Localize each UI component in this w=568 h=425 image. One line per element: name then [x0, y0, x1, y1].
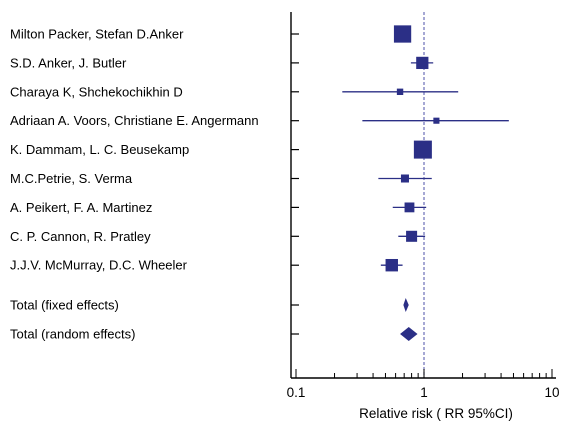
study-6-label: M.C.Petrie, S. Verma	[10, 171, 133, 186]
study-7-marker	[404, 202, 415, 213]
study-2-marker	[416, 56, 429, 70]
x-axis-ticks: 0.1 1 10	[287, 369, 560, 400]
study-7-label: A. Peikert, F. A. Martinez	[10, 200, 152, 215]
study-2-label: S.D. Anker, J. Butler	[10, 55, 127, 70]
study-8-label: C. P. Cannon, R. Pratley	[10, 229, 151, 244]
study-3-label: Charaya K, Shchekochikhin D	[10, 84, 183, 99]
total-1-label: Total (fixed effects)	[10, 298, 119, 313]
study-markers	[342, 25, 509, 341]
total-2-diamond	[400, 327, 418, 341]
study-4-marker	[433, 117, 440, 124]
x-axis-title: Relative risk ( RR 95%CI)	[359, 406, 513, 421]
study-labels: Milton Packer, Stefan D.Anker S.D. Anker,…	[10, 27, 259, 342]
study-9-marker	[385, 258, 398, 272]
x-tick-label: 1	[420, 385, 428, 400]
total-1-diamond	[403, 298, 409, 312]
x-tick-label: 0.1	[287, 385, 306, 400]
study-6-marker	[400, 174, 409, 183]
study-8-marker	[406, 230, 418, 242]
study-1-marker	[393, 25, 412, 43]
total-2-label: Total (random effects)	[10, 327, 135, 342]
study-5-label: K. Dammam, L. C. Beusekamp	[10, 142, 189, 157]
y-axis-ticks	[291, 33, 299, 335]
study-4-label: Adriaan A. Voors, Christiane E. Angerman…	[10, 113, 259, 128]
study-1-label: Milton Packer, Stefan D.Anker	[10, 27, 184, 42]
study-5-marker	[413, 140, 432, 159]
study-9-label: J.J.V. McMurray, D.C. Wheeler	[10, 258, 188, 273]
study-3-marker	[396, 88, 404, 95]
x-tick-label: 10	[544, 385, 559, 400]
